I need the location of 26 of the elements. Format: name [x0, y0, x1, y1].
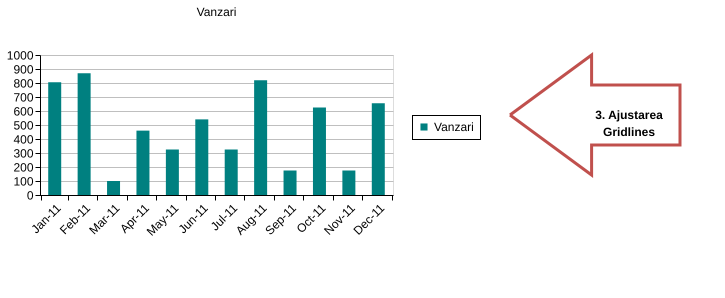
y-tick-label: 1000: [6, 48, 34, 62]
y-tick-label: 800: [13, 76, 34, 90]
y-tick-label: 100: [13, 174, 34, 188]
bar: [312, 108, 326, 195]
y-tick-label: 700: [13, 90, 34, 104]
y-tick-label: 400: [13, 132, 34, 146]
bar: [195, 119, 208, 195]
y-tick-label: 0: [26, 188, 34, 202]
chart-title: Vanzari: [196, 5, 236, 19]
y-tick-label: 500: [13, 118, 34, 132]
legend-label: Vanzari: [434, 120, 474, 134]
bar: [284, 170, 297, 195]
bar: [224, 150, 238, 195]
bar: [254, 80, 268, 195]
bar: [136, 130, 150, 195]
y-tick-label: 600: [13, 104, 34, 118]
y-tick-label: 900: [13, 62, 34, 76]
bar: [166, 150, 179, 195]
text: 3. Ajustarea Gridlines: [595, 108, 664, 139]
bar: [107, 181, 120, 195]
y-tick-label: 300: [13, 146, 34, 160]
bar: [372, 103, 385, 195]
bar: [78, 73, 91, 195]
bar: [342, 170, 356, 195]
bar: [48, 82, 62, 195]
y-tick-label: 200: [13, 160, 34, 174]
